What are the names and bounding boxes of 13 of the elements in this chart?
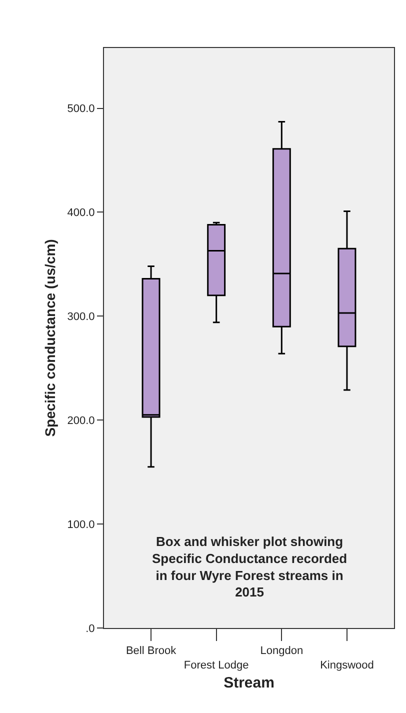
- y-axis-title: Specific conductance (us/cm): [42, 239, 58, 437]
- y-tick-label: 300.0: [67, 311, 95, 324]
- y-tick-label: 100.0: [67, 518, 95, 531]
- x-tick-label: Forest Lodge: [184, 660, 249, 672]
- x-tick-label: Longdon: [260, 645, 304, 658]
- x-axis-title: Stream: [224, 674, 274, 692]
- x-tick-label: Kingswood: [320, 660, 374, 672]
- annotation: Box and whisker plot showing Specific Conductance recorded in four Wyre Forest streams in 2015: [152, 534, 348, 600]
- y-tick-label: 500.0: [67, 103, 95, 116]
- y-tick-label: 200.0: [67, 414, 95, 427]
- y-tick-label: .0: [86, 622, 95, 635]
- x-tick-label: Bell Brook: [126, 645, 177, 658]
- y-tick-label: 400.0: [67, 207, 95, 220]
